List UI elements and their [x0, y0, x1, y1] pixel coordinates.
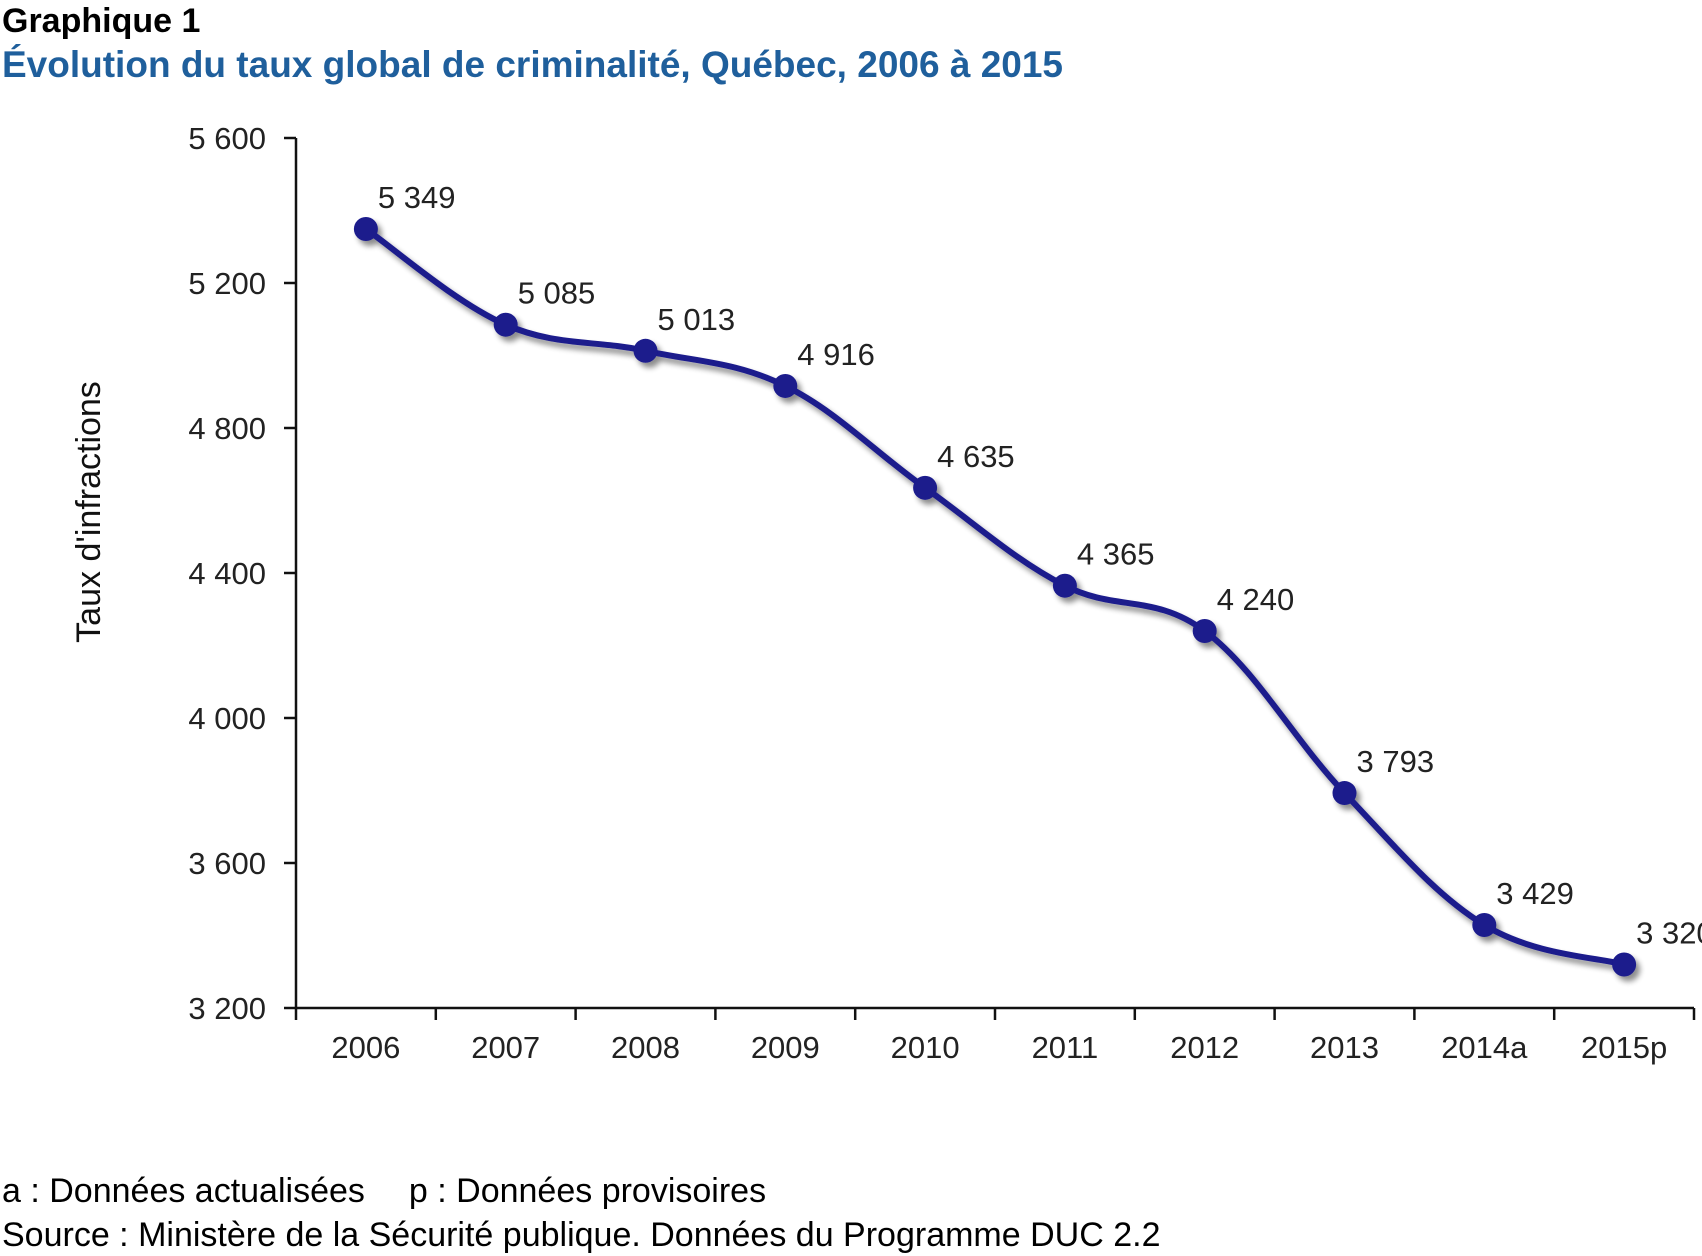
chart-number: Graphique 1: [2, 2, 201, 40]
data-label: 5 013: [658, 302, 736, 337]
y-tick-label: 4 400: [188, 556, 266, 591]
note-provisional: p : Données provisoires: [408, 1172, 767, 1210]
y-tick-label: 4 800: [188, 411, 266, 446]
x-tick-label: 2012: [1170, 1030, 1239, 1065]
y-tick-label: 5 600: [188, 121, 266, 156]
y-tick-label: 4 000: [188, 701, 266, 736]
y-tick-label: 3 200: [188, 991, 266, 1026]
data-label: 4 916: [797, 337, 875, 372]
footnote-line: a : Données actualisées p : Données provi…: [2, 1172, 766, 1211]
chart-title: Évolution du taux global de criminalité,…: [2, 44, 1064, 85]
series-group: [353, 216, 1637, 977]
x-tick-label: 2006: [331, 1030, 400, 1065]
x-tick-label: 2014a: [1441, 1030, 1528, 1065]
source-note: Source : Ministère de la Sécurité publiq…: [2, 1216, 1161, 1254]
x-tick-labels: 2006 2007 2008 2009 2010 2011 2012 2013 2014a 201…: [331, 1030, 1667, 1065]
y-tick-label: 5 200: [188, 266, 266, 301]
y-axis-title: Taux d'infractions: [70, 381, 108, 643]
data-point: [493, 312, 518, 337]
data-label: 4 240: [1217, 582, 1295, 617]
data-label: 3 429: [1496, 876, 1574, 911]
series-line: [364, 226, 1625, 968]
data-labels: 5 349 5 085 5 013 4 916 4 635 4 365 4 240 3 793…: [378, 180, 1702, 951]
chart-axes: [284, 136, 1696, 1020]
x-tick-label: 2007: [471, 1030, 540, 1065]
data-label: 4 635: [937, 439, 1015, 474]
data-point: [773, 373, 798, 398]
data-label: 3 320: [1636, 916, 1702, 951]
data-point: [633, 338, 658, 363]
data-point: [913, 475, 938, 500]
data-point: [1052, 573, 1077, 598]
data-point: [353, 216, 378, 241]
x-tick-label: 2011: [1032, 1030, 1099, 1065]
data-label: 5 349: [378, 180, 456, 215]
data-label: 3 793: [1357, 744, 1435, 779]
data-point: [1332, 781, 1357, 806]
x-tick-label: 2013: [1310, 1030, 1379, 1065]
x-tick-label: 2015p: [1581, 1030, 1667, 1065]
note-updated: a : Données actualisées: [2, 1172, 365, 1210]
x-tick-label: 2010: [891, 1030, 960, 1065]
y-tick-label: 3 600: [188, 846, 266, 881]
x-tick-label: 2008: [611, 1030, 680, 1065]
data-point: [1472, 912, 1497, 937]
y-tick-labels: 3 200 3 600 4 000 4 400 4 800 5 200 5 600: [188, 121, 266, 1026]
line-chart: 3 200 3 600 4 000 4 400 4 800 5 200 5 600 2006…: [70, 121, 1702, 1065]
data-label: 5 085: [518, 276, 596, 311]
data-point: [1192, 619, 1217, 643]
x-tick-label: 2009: [751, 1030, 820, 1065]
data-point: [1612, 952, 1637, 977]
data-label: 4 365: [1077, 537, 1155, 572]
